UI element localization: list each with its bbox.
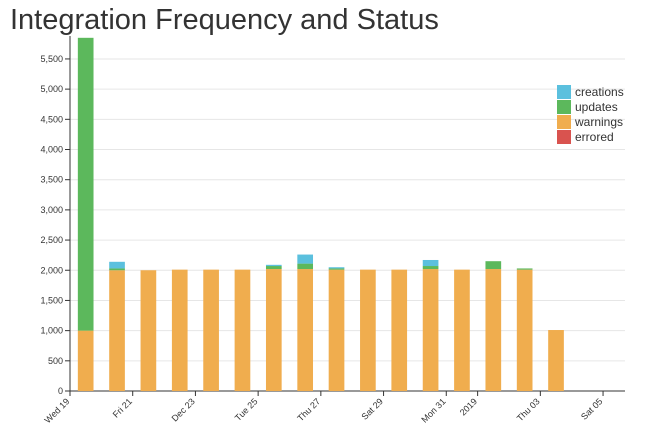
y-tick-label-8: 4,000: [40, 145, 63, 155]
bar-warnings-4: [203, 269, 219, 391]
legend-label-updates: updates: [575, 100, 618, 114]
y-tick-label-2: 1,000: [40, 326, 63, 336]
bar-updates-0: [77, 37, 94, 331]
x-tick-label-9: Sat 05: [579, 396, 604, 421]
x-tick-label-3: Tue 25: [233, 396, 260, 423]
y-tick-label-1: 500: [48, 356, 63, 366]
bar-updates-6: [265, 266, 282, 270]
y-tick-label-6: 3,000: [40, 205, 63, 215]
legend-label-creations: creations: [575, 85, 624, 99]
bar-creations-6: [265, 264, 282, 267]
bar-updates-14: [516, 268, 533, 270]
bar-creations-1: [109, 261, 125, 269]
bar-warnings-11: [422, 269, 439, 391]
bar-warnings-7: [297, 269, 314, 391]
x-tick-label-7: 2019: [458, 396, 479, 417]
legend-swatch-updates: [557, 100, 571, 114]
bar-creations-7: [297, 254, 314, 264]
legend-label-errored: errored: [575, 130, 614, 144]
bar-creations-8: [328, 267, 345, 269]
x-tick-label-6: Mon 31: [419, 396, 447, 424]
legend-swatch-creations: [557, 85, 571, 99]
bar-creations-11: [422, 259, 439, 267]
y-tick-label-3: 1,500: [40, 295, 63, 305]
y-tick-label-7: 3,500: [40, 175, 63, 185]
x-tick-label-5: Sat 29: [359, 396, 384, 421]
bar-updates-11: [422, 266, 439, 270]
x-tick-label-1: Fri 21: [111, 396, 134, 419]
bar-warnings-0: [77, 330, 94, 391]
bar-updates-13: [485, 261, 502, 270]
bar-updates-7: [297, 263, 314, 270]
bar-warnings-13: [485, 269, 502, 391]
bar-warnings-9: [360, 269, 376, 391]
bar-updates-8: [328, 268, 345, 270]
bar-warnings-1: [109, 270, 125, 391]
y-tick-label-9: 4,500: [40, 114, 63, 124]
y-tick-label-4: 2,000: [40, 265, 63, 275]
bar-warnings-14: [516, 269, 533, 391]
bar-warnings-15: [548, 330, 564, 391]
y-tick-label-10: 5,000: [40, 84, 63, 94]
legend-swatch-warnings: [557, 115, 571, 129]
y-tick-label-11: 5,500: [40, 54, 63, 64]
y-tick-label-0: 0: [58, 386, 63, 396]
bar-warnings-2: [140, 270, 157, 391]
y-tick-label-5: 2,500: [40, 235, 63, 245]
bar-warnings-12: [454, 269, 470, 391]
bar-updates-1: [109, 268, 125, 271]
x-tick-label-2: Dec 23: [170, 396, 197, 423]
bar-warnings-8: [328, 269, 345, 391]
x-tick-label-0: Wed 19: [43, 396, 72, 425]
bar-warnings-10: [391, 269, 408, 391]
legend-label-warnings: warnings: [574, 115, 623, 129]
legend-swatch-errored: [557, 130, 571, 144]
x-tick-label-8: Thu 03: [515, 396, 542, 423]
bar-warnings-3: [171, 269, 188, 391]
x-tick-label-4: Thu 27: [295, 396, 322, 423]
bar-warnings-6: [265, 269, 282, 391]
chart-title: Integration Frequency and Status: [10, 4, 439, 36]
bar-warnings-5: [234, 269, 251, 391]
